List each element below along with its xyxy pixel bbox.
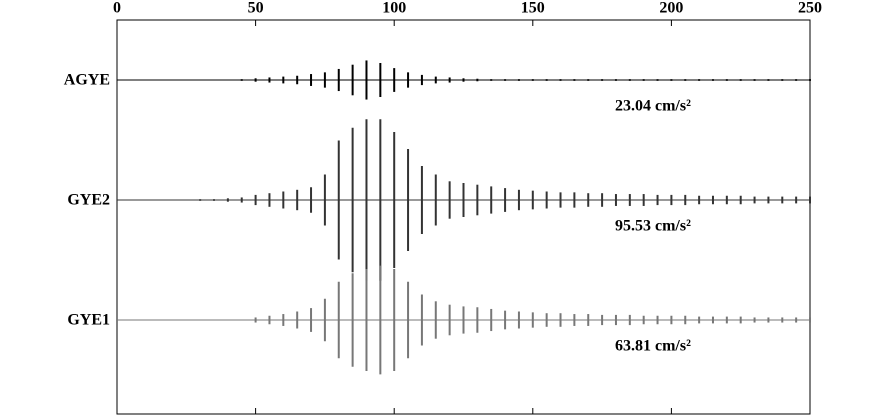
x-tick-label: 150 — [521, 0, 545, 17]
x-tick-label: 250 — [798, 0, 822, 17]
peak-annotation: 23.04 cm/s² — [615, 98, 691, 115]
plot-frame — [116, 19, 811, 415]
peak-annotation: 95.53 cm/s² — [615, 218, 691, 235]
x-tick-label: 0 — [113, 0, 121, 17]
trace-label: GYE2 — [67, 192, 110, 209]
x-tick-label: 100 — [382, 0, 406, 17]
trace-label: AGYE — [64, 72, 110, 89]
peak-annotation: 63.81 cm/s² — [615, 338, 691, 355]
x-tick-label: 50 — [248, 0, 264, 17]
x-tick-label: 200 — [659, 0, 683, 17]
trace-label: GYE1 — [67, 312, 110, 329]
